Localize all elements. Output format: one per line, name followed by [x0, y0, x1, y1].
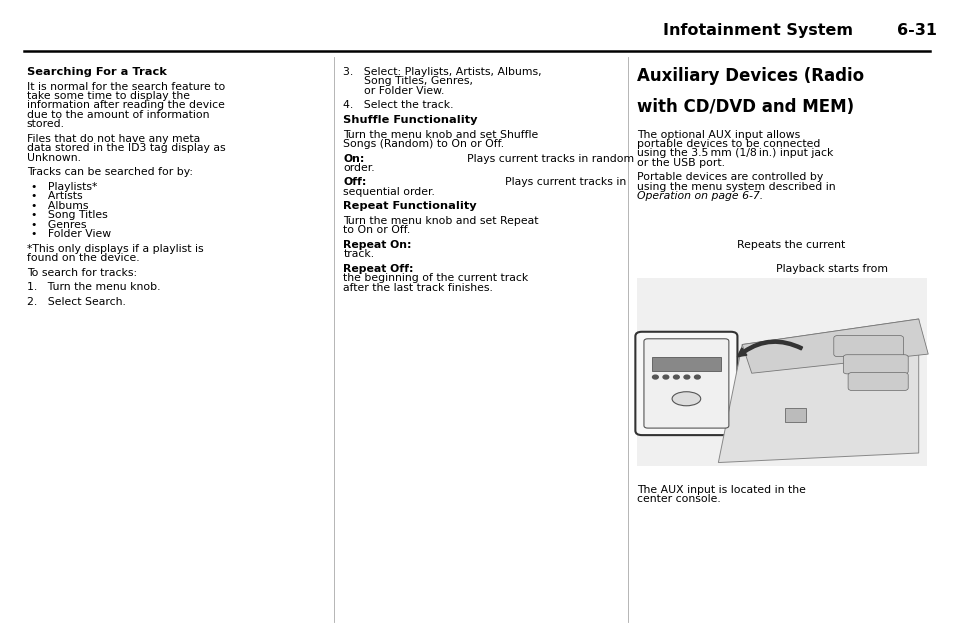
Text: Turn the menu knob and set Shuffle: Turn the menu knob and set Shuffle — [343, 130, 538, 140]
Text: Shuffle Functionality: Shuffle Functionality — [343, 115, 477, 125]
Text: •   Albums: • Albums — [31, 201, 89, 211]
Circle shape — [662, 375, 668, 379]
Text: •   Song Titles: • Song Titles — [31, 210, 108, 220]
Text: On:: On: — [343, 154, 364, 163]
Text: take some time to display the: take some time to display the — [27, 91, 190, 101]
Text: or the USB port.: or the USB port. — [637, 158, 724, 168]
Text: data stored in the ID3 tag display as: data stored in the ID3 tag display as — [27, 144, 225, 153]
Text: •   Genres: • Genres — [31, 219, 87, 230]
Text: Portable devices are controlled by: Portable devices are controlled by — [637, 172, 822, 182]
Circle shape — [652, 375, 658, 379]
Text: Unknown.: Unknown. — [27, 152, 81, 163]
Text: Playback starts from: Playback starts from — [768, 264, 887, 274]
Text: Song Titles, Genres,: Song Titles, Genres, — [343, 77, 473, 86]
Text: Operation on page 6-7.: Operation on page 6-7. — [637, 191, 762, 201]
Text: Auxiliary Devices (Radio: Auxiliary Devices (Radio — [637, 67, 863, 85]
Text: track.: track. — [343, 249, 375, 260]
Text: or Folder View.: or Folder View. — [343, 86, 444, 96]
Circle shape — [673, 375, 679, 379]
Text: To search for tracks:: To search for tracks: — [27, 267, 136, 278]
Text: due to the amount of information: due to the amount of information — [27, 110, 209, 120]
Bar — [784, 408, 805, 422]
Text: Plays current tracks in random: Plays current tracks in random — [459, 154, 633, 163]
Polygon shape — [718, 319, 918, 463]
Text: the beginning of the current track: the beginning of the current track — [343, 274, 528, 283]
Text: Plays current tracks in: Plays current tracks in — [497, 177, 626, 188]
Text: 2.   Select Search.: 2. Select Search. — [27, 297, 126, 307]
Circle shape — [683, 375, 689, 379]
Text: •   Folder View: • Folder View — [31, 229, 112, 239]
Text: Repeat On:: Repeat On: — [343, 240, 412, 250]
Text: with CD/DVD and MEM): with CD/DVD and MEM) — [637, 98, 854, 115]
Text: 3.   Select: Playlists, Artists, Albums,: 3. Select: Playlists, Artists, Albums, — [343, 67, 541, 77]
Text: found on the device.: found on the device. — [27, 253, 139, 263]
Bar — [637, 278, 926, 466]
FancyArrowPatch shape — [737, 340, 801, 357]
FancyBboxPatch shape — [842, 355, 907, 374]
Text: Songs (Random) to On or Off.: Songs (Random) to On or Off. — [343, 139, 504, 149]
Text: 4.   Select the track.: 4. Select the track. — [343, 100, 454, 110]
FancyBboxPatch shape — [847, 373, 907, 390]
Text: Off:: Off: — [343, 177, 367, 188]
Text: stored.: stored. — [27, 119, 65, 130]
Text: Repeats the current: Repeats the current — [730, 240, 844, 250]
Text: •   Playlists*: • Playlists* — [31, 182, 98, 192]
Text: Tracks can be searched for by:: Tracks can be searched for by: — [27, 167, 193, 177]
Text: •   Artists: • Artists — [31, 191, 83, 201]
Text: order.: order. — [343, 163, 375, 173]
Ellipse shape — [671, 392, 700, 406]
Text: The AUX input is located in the: The AUX input is located in the — [637, 485, 805, 495]
Text: information after reading the device: information after reading the device — [27, 100, 224, 110]
Text: after the last track finishes.: after the last track finishes. — [343, 283, 493, 293]
FancyBboxPatch shape — [643, 339, 728, 428]
Text: to On or Off.: to On or Off. — [343, 225, 410, 235]
Bar — [651, 357, 720, 371]
Text: Infotainment System: Infotainment System — [662, 23, 852, 38]
Text: Files that do not have any meta: Files that do not have any meta — [27, 134, 200, 144]
Text: Searching For a Track: Searching For a Track — [27, 67, 167, 77]
Text: 6-31: 6-31 — [896, 23, 936, 38]
Text: Repeat Off:: Repeat Off: — [343, 264, 414, 274]
Text: sequential order.: sequential order. — [343, 187, 435, 197]
Text: Repeat Functionality: Repeat Functionality — [343, 202, 476, 211]
FancyBboxPatch shape — [635, 332, 737, 435]
Text: using the 3.5 mm (1/8 in.) input jack: using the 3.5 mm (1/8 in.) input jack — [637, 149, 833, 158]
Polygon shape — [741, 319, 927, 373]
Text: The optional AUX input allows: The optional AUX input allows — [637, 130, 800, 140]
Text: using the menu system described in: using the menu system described in — [637, 182, 835, 192]
Text: center console.: center console. — [637, 494, 720, 504]
Text: It is normal for the search feature to: It is normal for the search feature to — [27, 82, 225, 91]
Text: *This only displays if a playlist is: *This only displays if a playlist is — [27, 244, 203, 253]
Text: Turn the menu knob and set Repeat: Turn the menu knob and set Repeat — [343, 216, 538, 226]
Circle shape — [694, 375, 700, 379]
Text: 1.   Turn the menu knob.: 1. Turn the menu knob. — [27, 282, 160, 292]
Text: portable devices to be connected: portable devices to be connected — [637, 139, 820, 149]
FancyBboxPatch shape — [833, 336, 902, 357]
